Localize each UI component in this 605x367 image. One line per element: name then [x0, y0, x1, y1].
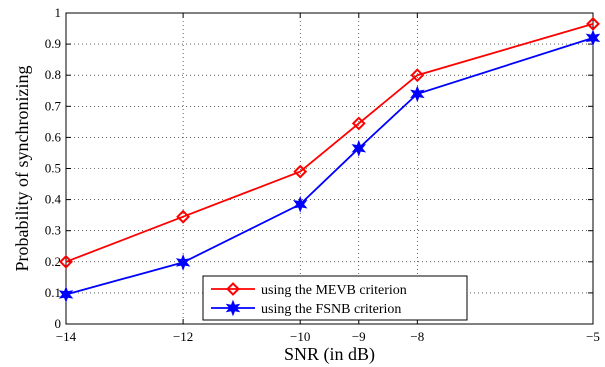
y-tick-label: 0.1 [45, 285, 61, 300]
y-tick-label: 0.9 [45, 36, 61, 51]
data-point-star [292, 195, 308, 213]
x-tick-label: −9 [352, 329, 366, 344]
legend-box [202, 275, 468, 321]
x-tick-label: −14 [56, 329, 77, 344]
y-tick-label: 0.5 [45, 161, 61, 176]
data-point-diamond [351, 116, 366, 131]
data-point-star [351, 139, 367, 157]
series-2 [58, 29, 601, 303]
y-tick-label: 0.4 [45, 192, 62, 207]
series-lines [58, 16, 601, 303]
axis-ticks: −14 −12 −10 −9 −8 −5 0 0.1 0.2 0.3 0.4 0.5 0.6 0.7 0.8… [45, 5, 600, 344]
y-tick-label: 1 [55, 5, 62, 20]
data-point-diamond [586, 16, 600, 31]
data-point-star [58, 286, 74, 303]
x-tick-label: −10 [290, 329, 310, 344]
legend: using the MEVB criterion using the FSNB c… [202, 275, 468, 321]
data-point-star [175, 254, 191, 271]
series-line [65, 23, 594, 263]
data-point-diamond [59, 254, 73, 269]
legend-label: using the MEVB criterion [261, 283, 407, 298]
y-tick-label: 0.6 [45, 129, 62, 144]
data-point-star [585, 29, 601, 47]
y-tick-label: 0.2 [45, 254, 61, 269]
x-axis-label: SNR (in dB) [284, 344, 375, 365]
series-1 [59, 16, 600, 269]
legend-item: using the FSNB criterion [211, 299, 401, 317]
y-tick-label: 0.7 [45, 98, 62, 113]
x-tick-label: −12 [173, 329, 193, 344]
y-tick-label: 0 [55, 316, 62, 331]
x-tick-label: −5 [586, 329, 600, 344]
legend-item: using the MEVB criterion [211, 282, 407, 298]
data-point-diamond [293, 164, 308, 179]
series-line [65, 37, 594, 296]
y-tick-label: 0.8 [45, 67, 61, 82]
data-point-diamond [176, 209, 191, 224]
legend-diamond-marker [226, 282, 240, 296]
data-point-diamond [410, 68, 425, 83]
legend-label: using the FSNB criterion [261, 302, 401, 317]
legend-star-marker [225, 299, 241, 317]
data-point-star [410, 85, 425, 103]
y-tick-label: 0.3 [45, 223, 61, 238]
x-tick-label: −8 [410, 329, 424, 344]
y-axis-label: Probability of synchronizing [12, 66, 32, 272]
